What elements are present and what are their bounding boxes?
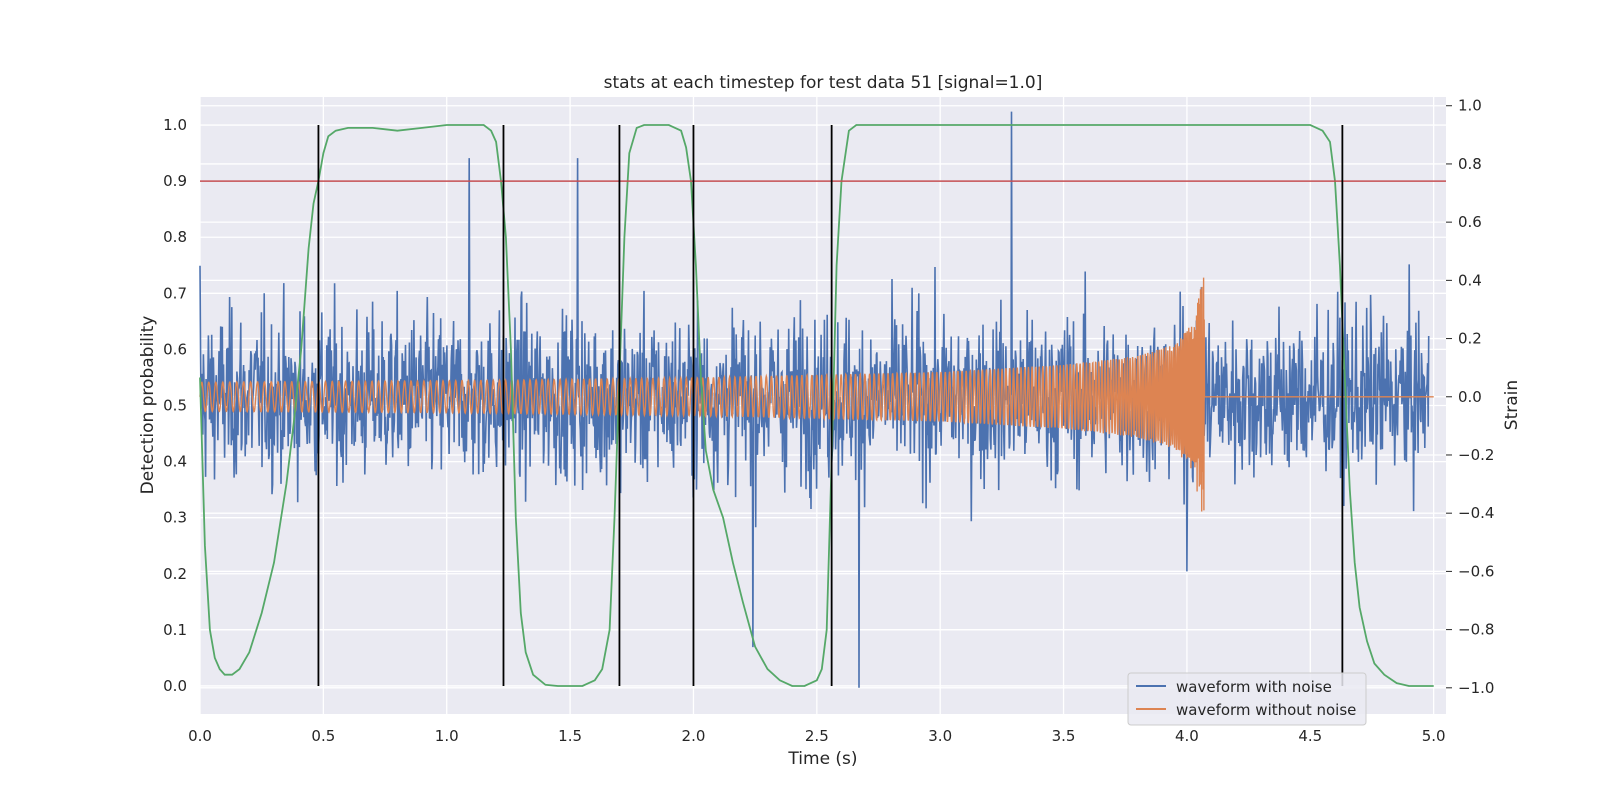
y-left-tick-label: 0.3	[163, 509, 187, 527]
plot-area	[199, 111, 1446, 688]
x-tick-label: 2.0	[682, 727, 706, 745]
y-axis-label-left: Detection probability	[138, 316, 158, 495]
y-left-tick-label: 0.0	[163, 677, 187, 695]
y-right-tick-label: 1.0	[1458, 97, 1482, 115]
y-right-tick-label: 0.4	[1458, 271, 1482, 289]
legend-label-clean: waveform without noise	[1176, 701, 1356, 719]
x-tick-label: 1.0	[435, 727, 459, 745]
chart-title: stats at each timestep for test data 51 …	[604, 73, 1043, 93]
y-right-tick-label: −0.8	[1458, 621, 1494, 639]
series-waveform-with-noise	[199, 111, 1430, 688]
x-tick-label: 4.5	[1298, 727, 1322, 745]
y-axis-label-right: Strain	[1502, 380, 1522, 430]
y-right-tick-label: −0.2	[1458, 446, 1494, 464]
y-left-tick-label: 0.8	[163, 228, 187, 246]
x-tick-label: 0.0	[188, 727, 212, 745]
y-left-tick-label: 0.5	[163, 397, 187, 415]
y-right-tick-label: −1.0	[1458, 679, 1494, 697]
x-tick-label: 3.5	[1052, 727, 1076, 745]
x-tick-label: 0.5	[311, 727, 335, 745]
y-left-tick-label: 0.1	[163, 621, 187, 639]
y-right-tick-label: 0.8	[1458, 155, 1482, 173]
y-right-tick-label: 0.0	[1458, 388, 1482, 406]
y-left-tick-label: 0.9	[163, 172, 187, 190]
x-tick-label: 4.0	[1175, 727, 1199, 745]
axes: 0.0 0.5 1.0 1.5 2.0 2.5 3.0 3.5 4.0 4.5 5.0 0.0 0.1 0…	[163, 97, 1494, 745]
x-axis-label: Time (s)	[787, 749, 857, 769]
x-tick-label: 2.5	[805, 727, 829, 745]
series-detection-probability	[199, 124, 1434, 687]
y-left-tick-label: 0.6	[163, 340, 187, 358]
y-left-tick-label: 1.0	[163, 116, 187, 134]
y-right-tick-label: 0.2	[1458, 330, 1482, 348]
x-tick-label: 1.5	[558, 727, 582, 745]
legend: waveform with noise waveform without noi…	[1127, 672, 1367, 726]
y-right-tick-label: −0.6	[1458, 562, 1494, 580]
legend-label-noise: waveform with noise	[1176, 678, 1332, 696]
legend-box	[1127, 672, 1367, 726]
series-waveform-without-noise	[199, 277, 1434, 512]
x-tick-label: 5.0	[1422, 727, 1446, 745]
y-left-tick-label: 0.4	[163, 453, 187, 471]
y-left-tick-label: 0.7	[163, 284, 187, 302]
y-right-tick-label: −0.4	[1458, 504, 1494, 522]
x-tick-label: 3.0	[928, 727, 952, 745]
y-right-tick-label: 0.6	[1458, 213, 1482, 231]
y-left-tick-label: 0.2	[163, 565, 187, 583]
